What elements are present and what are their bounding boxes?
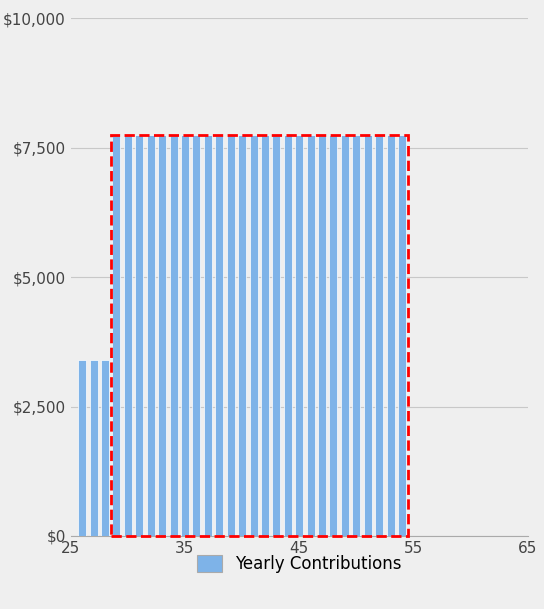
- Bar: [353, 135, 360, 536]
- Bar: [398, 135, 406, 536]
- Bar: [318, 135, 326, 536]
- Bar: [204, 135, 212, 536]
- Legend: Yearly Contributions: Yearly Contributions: [190, 548, 409, 579]
- Bar: [284, 135, 292, 536]
- Bar: [101, 360, 109, 536]
- Bar: [330, 135, 337, 536]
- Bar: [227, 135, 234, 536]
- Bar: [78, 360, 86, 536]
- Bar: [341, 135, 349, 536]
- Bar: [111, 135, 408, 536]
- Bar: [387, 135, 394, 536]
- Bar: [250, 135, 257, 536]
- Bar: [158, 135, 166, 536]
- Bar: [135, 135, 143, 536]
- Bar: [170, 135, 177, 536]
- Bar: [364, 135, 372, 536]
- Bar: [181, 135, 189, 536]
- Bar: [295, 135, 303, 536]
- Bar: [124, 135, 132, 536]
- Bar: [238, 135, 246, 536]
- Bar: [307, 135, 314, 536]
- Bar: [147, 135, 154, 536]
- Bar: [273, 135, 280, 536]
- Bar: [193, 135, 200, 536]
- Bar: [261, 135, 269, 536]
- Bar: [90, 360, 97, 536]
- Bar: [375, 135, 383, 536]
- Bar: [215, 135, 223, 536]
- Bar: [113, 135, 120, 536]
